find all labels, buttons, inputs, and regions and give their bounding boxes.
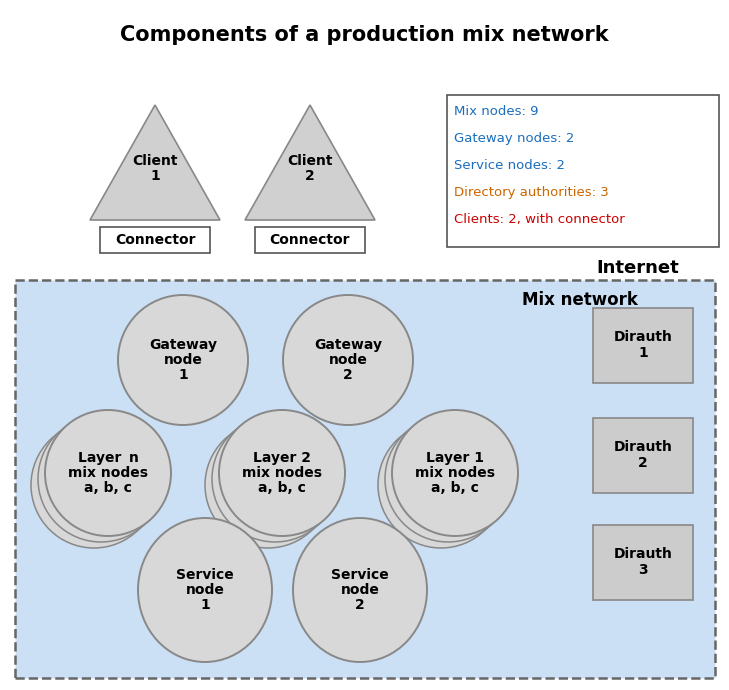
Text: Service: Service (176, 568, 234, 582)
Text: Internet: Internet (596, 259, 679, 277)
Text: Service: Service (331, 568, 389, 582)
Text: Client: Client (287, 154, 332, 168)
Text: 3: 3 (638, 563, 648, 577)
Text: Directory authorities: 3: Directory authorities: 3 (454, 186, 609, 199)
Ellipse shape (392, 410, 518, 536)
FancyBboxPatch shape (15, 280, 715, 678)
FancyBboxPatch shape (255, 227, 365, 253)
Text: Mix network: Mix network (522, 291, 638, 309)
Ellipse shape (219, 410, 345, 536)
Text: Gateway: Gateway (314, 338, 382, 352)
Ellipse shape (138, 518, 272, 662)
Text: 2: 2 (355, 598, 365, 612)
FancyBboxPatch shape (593, 417, 693, 493)
Text: node: node (186, 583, 225, 597)
Text: a, b, c: a, b, c (258, 481, 306, 495)
Text: Layer  n: Layer n (77, 451, 139, 465)
Ellipse shape (212, 416, 338, 542)
Text: 2: 2 (638, 456, 648, 470)
Text: Dirauth: Dirauth (614, 547, 672, 561)
Text: mix nodes: mix nodes (415, 466, 495, 480)
Text: Dirauth: Dirauth (614, 330, 672, 344)
Ellipse shape (293, 518, 427, 662)
Text: Layer 1: Layer 1 (426, 451, 484, 465)
Text: a, b, c: a, b, c (431, 481, 479, 495)
Text: node: node (340, 583, 379, 597)
Text: Gateway nodes: 2: Gateway nodes: 2 (454, 132, 574, 144)
Text: 1: 1 (178, 368, 188, 382)
Ellipse shape (283, 295, 413, 425)
Text: Service nodes: 2: Service nodes: 2 (454, 159, 565, 172)
Text: 2: 2 (305, 169, 315, 183)
Text: Components of a production mix network: Components of a production mix network (120, 25, 608, 45)
Ellipse shape (378, 422, 504, 548)
Text: Layer 2: Layer 2 (253, 451, 311, 465)
Text: mix nodes: mix nodes (242, 466, 322, 480)
FancyBboxPatch shape (447, 95, 719, 247)
Text: Connector: Connector (114, 233, 195, 247)
Text: 1: 1 (638, 346, 648, 360)
Text: mix nodes: mix nodes (68, 466, 148, 480)
Text: Connector: Connector (270, 233, 350, 247)
Text: a, b, c: a, b, c (84, 481, 132, 495)
Text: Client: Client (132, 154, 178, 168)
Ellipse shape (45, 410, 171, 536)
Text: Gateway: Gateway (149, 338, 217, 352)
FancyBboxPatch shape (593, 524, 693, 600)
Text: Clients: 2, with connector: Clients: 2, with connector (454, 213, 625, 226)
Ellipse shape (38, 416, 164, 542)
Ellipse shape (118, 295, 248, 425)
Text: node: node (163, 353, 203, 367)
Text: Mix nodes: 9: Mix nodes: 9 (454, 104, 539, 117)
Text: 1: 1 (200, 598, 210, 612)
Text: 2: 2 (343, 368, 353, 382)
Ellipse shape (31, 422, 157, 548)
Polygon shape (245, 105, 375, 220)
Ellipse shape (385, 416, 511, 542)
Text: node: node (329, 353, 367, 367)
FancyBboxPatch shape (100, 227, 210, 253)
Ellipse shape (205, 422, 331, 548)
Text: 1: 1 (150, 169, 160, 183)
Polygon shape (90, 105, 220, 220)
Text: Dirauth: Dirauth (614, 440, 672, 454)
FancyBboxPatch shape (593, 308, 693, 382)
